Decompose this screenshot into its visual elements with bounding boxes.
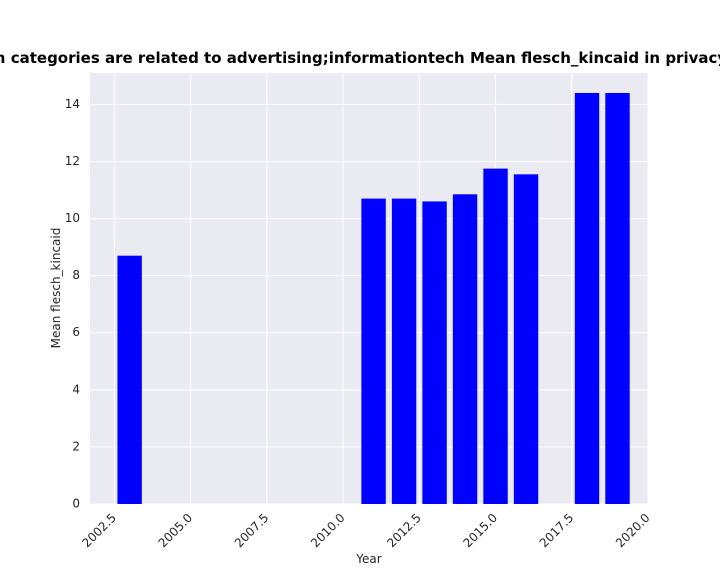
y-tick-label: 12 [65, 154, 80, 168]
bar-2019 [605, 92, 630, 504]
bar-2011 [361, 198, 386, 504]
y-axis-label: Mean flesch_kincaid [49, 228, 63, 349]
x-tick-label: 2002.5 [79, 511, 119, 551]
y-tick-label: 14 [65, 97, 80, 111]
bar-2014 [452, 194, 478, 504]
bar-2015 [483, 168, 508, 504]
x-axis-label: Year [355, 552, 381, 566]
y-axis-ticks: 0 2 4 6 8 10 12 14 [65, 97, 80, 511]
x-tick-label: 2010.0 [308, 511, 348, 551]
y-tick-label: 4 [72, 382, 80, 396]
x-tick-label: 2012.5 [384, 511, 424, 551]
y-tick-label: 6 [72, 325, 80, 339]
x-tick-label: 2005.0 [156, 511, 196, 551]
bar-2012 [391, 198, 417, 504]
bar-2003 [117, 255, 142, 504]
x-axis-ticks: 2002.5 2005.0 2007.5 2010.0 2012.5 2015.0 2017… [79, 511, 652, 551]
bar-2018 [574, 92, 600, 504]
bar-2016 [513, 174, 539, 504]
y-tick-label: 8 [72, 268, 80, 282]
x-tick-label: 2017.5 [537, 511, 577, 551]
bars [117, 92, 630, 504]
x-tick-label: 2015.0 [461, 511, 501, 551]
chart-title: Domain categories are related to adverti… [0, 49, 720, 67]
y-tick-label: 2 [72, 439, 80, 453]
bar-2013 [422, 201, 447, 504]
y-tick-label: 0 [72, 497, 80, 511]
x-tick-label: 2020.0 [613, 511, 653, 551]
y-tick-label: 10 [65, 211, 80, 225]
x-tick-label: 2007.5 [232, 511, 272, 551]
